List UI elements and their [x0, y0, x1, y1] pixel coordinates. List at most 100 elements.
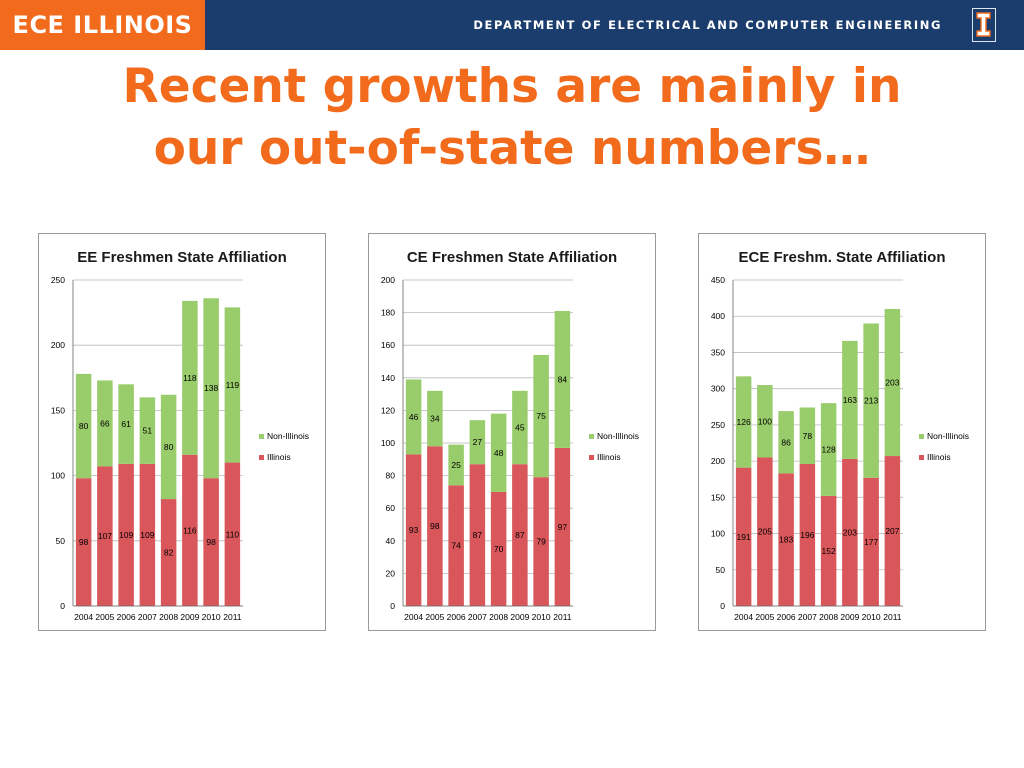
data-label-illinois: 70	[494, 544, 504, 554]
department-name: DEPARTMENT OF ELECTRICAL AND COMPUTER EN…	[473, 18, 942, 32]
data-label-illinois: 87	[515, 530, 525, 540]
bar-illinois	[469, 464, 486, 606]
y-tick-label: 0	[720, 601, 725, 611]
bar-illinois	[884, 456, 901, 606]
data-label-illinois: 203	[843, 527, 857, 537]
data-label-illinois: 191	[737, 532, 751, 542]
legend-label: Non-Illinois	[927, 431, 969, 441]
bar-illinois	[448, 485, 464, 606]
x-tick-label: 2008	[489, 612, 508, 622]
data-label-non-illinois: 138	[204, 383, 218, 393]
legend-label: Illinois	[597, 452, 621, 462]
y-tick-label: 200	[51, 340, 65, 350]
bar-non-illinois	[820, 403, 837, 496]
bar-illinois	[160, 499, 177, 606]
y-tick-label: 200	[381, 275, 395, 285]
bar-non-illinois	[884, 308, 901, 457]
y-tick-label: 150	[51, 405, 65, 415]
data-label-illinois: 98	[79, 537, 89, 547]
data-label-non-illinois: 61	[121, 419, 131, 429]
data-label-non-illinois: 213	[864, 396, 878, 406]
ece-illinois-logo[interactable]: ECE ILLINOIS	[0, 0, 205, 50]
y-tick-label: 60	[386, 503, 396, 513]
data-label-non-illinois: 34	[430, 414, 440, 424]
y-tick-label: 450	[711, 275, 725, 285]
bar-non-illinois	[533, 354, 549, 478]
bar-illinois	[224, 462, 241, 606]
data-label-illinois: 116	[183, 525, 197, 535]
bar-non-illinois	[757, 385, 773, 458]
block-i-icon	[972, 8, 996, 42]
x-tick-label: 2011	[223, 612, 242, 622]
bar-non-illinois	[863, 323, 879, 478]
data-label-illinois: 196	[800, 530, 814, 540]
bar-illinois	[757, 457, 773, 606]
y-tick-label: 50	[716, 565, 726, 575]
bar-non-illinois	[182, 300, 198, 455]
x-tick-label: 2006	[447, 612, 466, 622]
data-label-illinois: 107	[98, 531, 112, 541]
bar-non-illinois	[512, 390, 528, 465]
y-tick-label: 300	[711, 384, 725, 394]
data-label-non-illinois: 163	[843, 395, 857, 405]
y-tick-label: 80	[386, 471, 396, 481]
bar-illinois	[554, 447, 571, 606]
data-label-illinois: 74	[451, 541, 461, 551]
slide-title: Recent growths are mainly in our out-of-…	[0, 56, 1024, 180]
data-label-illinois: 183	[779, 535, 793, 545]
x-tick-label: 2009	[840, 612, 859, 622]
data-label-non-illinois: 80	[164, 442, 174, 452]
data-label-non-illinois: 66	[100, 418, 110, 428]
bar-illinois	[735, 467, 752, 606]
y-tick-label: 140	[381, 373, 395, 383]
data-label-illinois: 97	[558, 522, 568, 532]
y-tick-label: 0	[390, 601, 395, 611]
bar-illinois	[490, 491, 507, 606]
data-label-illinois: 110	[226, 529, 240, 539]
y-tick-label: 0	[60, 601, 65, 611]
bar-illinois	[182, 454, 198, 606]
ce-chart-panel: CE Freshmen State Affiliation 0 20 40 60 80 10…	[368, 233, 656, 631]
x-tick-label: 2004	[734, 612, 753, 622]
data-label-non-illinois: 100	[758, 416, 772, 426]
bar-non-illinois	[778, 411, 794, 474]
data-label-non-illinois: 118	[183, 373, 197, 383]
bar-non-illinois	[554, 310, 571, 448]
y-tick-label: 350	[711, 347, 725, 357]
x-tick-label: 2007	[798, 612, 817, 622]
bar-illinois	[799, 464, 816, 606]
x-tick-label: 2007	[138, 612, 157, 622]
x-tick-label: 2006	[117, 612, 136, 622]
legend-swatch	[589, 434, 594, 439]
ee-chart: EE Freshmen State Affiliation 0 50 100 150 20…	[51, 249, 309, 622]
data-label-non-illinois: 84	[558, 374, 568, 384]
y-tick-label: 120	[381, 405, 395, 415]
bar-non-illinois	[799, 407, 816, 465]
bar-illinois	[118, 463, 134, 606]
legend-swatch	[259, 434, 264, 439]
bar-illinois	[533, 477, 549, 606]
bar-non-illinois	[490, 413, 507, 492]
bar-non-illinois	[75, 373, 92, 479]
bar-non-illinois	[160, 394, 177, 500]
y-tick-label: 100	[381, 438, 395, 448]
y-tick-label: 250	[51, 275, 65, 285]
x-tick-label: 2008	[159, 612, 178, 622]
data-label-illinois: 79	[536, 537, 546, 547]
chart-title: ECE Freshm. State Affiliation	[739, 249, 946, 266]
data-label-illinois: 93	[409, 525, 419, 535]
data-label-non-illinois: 46	[409, 412, 419, 422]
y-tick-label: 400	[711, 311, 725, 321]
bar-illinois	[778, 473, 794, 606]
legend-label: Non-Illinois	[597, 431, 639, 441]
bar-non-illinois	[448, 444, 464, 486]
y-tick-label: 50	[56, 536, 66, 546]
chart-title: EE Freshmen State Affiliation	[77, 249, 286, 266]
data-label-non-illinois: 25	[451, 460, 461, 470]
ee-chart-panel: EE Freshmen State Affiliation 0 50 100 150 20…	[38, 233, 326, 631]
data-label-non-illinois: 51	[143, 426, 153, 436]
x-tick-label: 2006	[777, 612, 796, 622]
bar-illinois	[863, 477, 879, 606]
data-label-non-illinois: 45	[515, 423, 525, 433]
legend-swatch	[259, 455, 264, 460]
